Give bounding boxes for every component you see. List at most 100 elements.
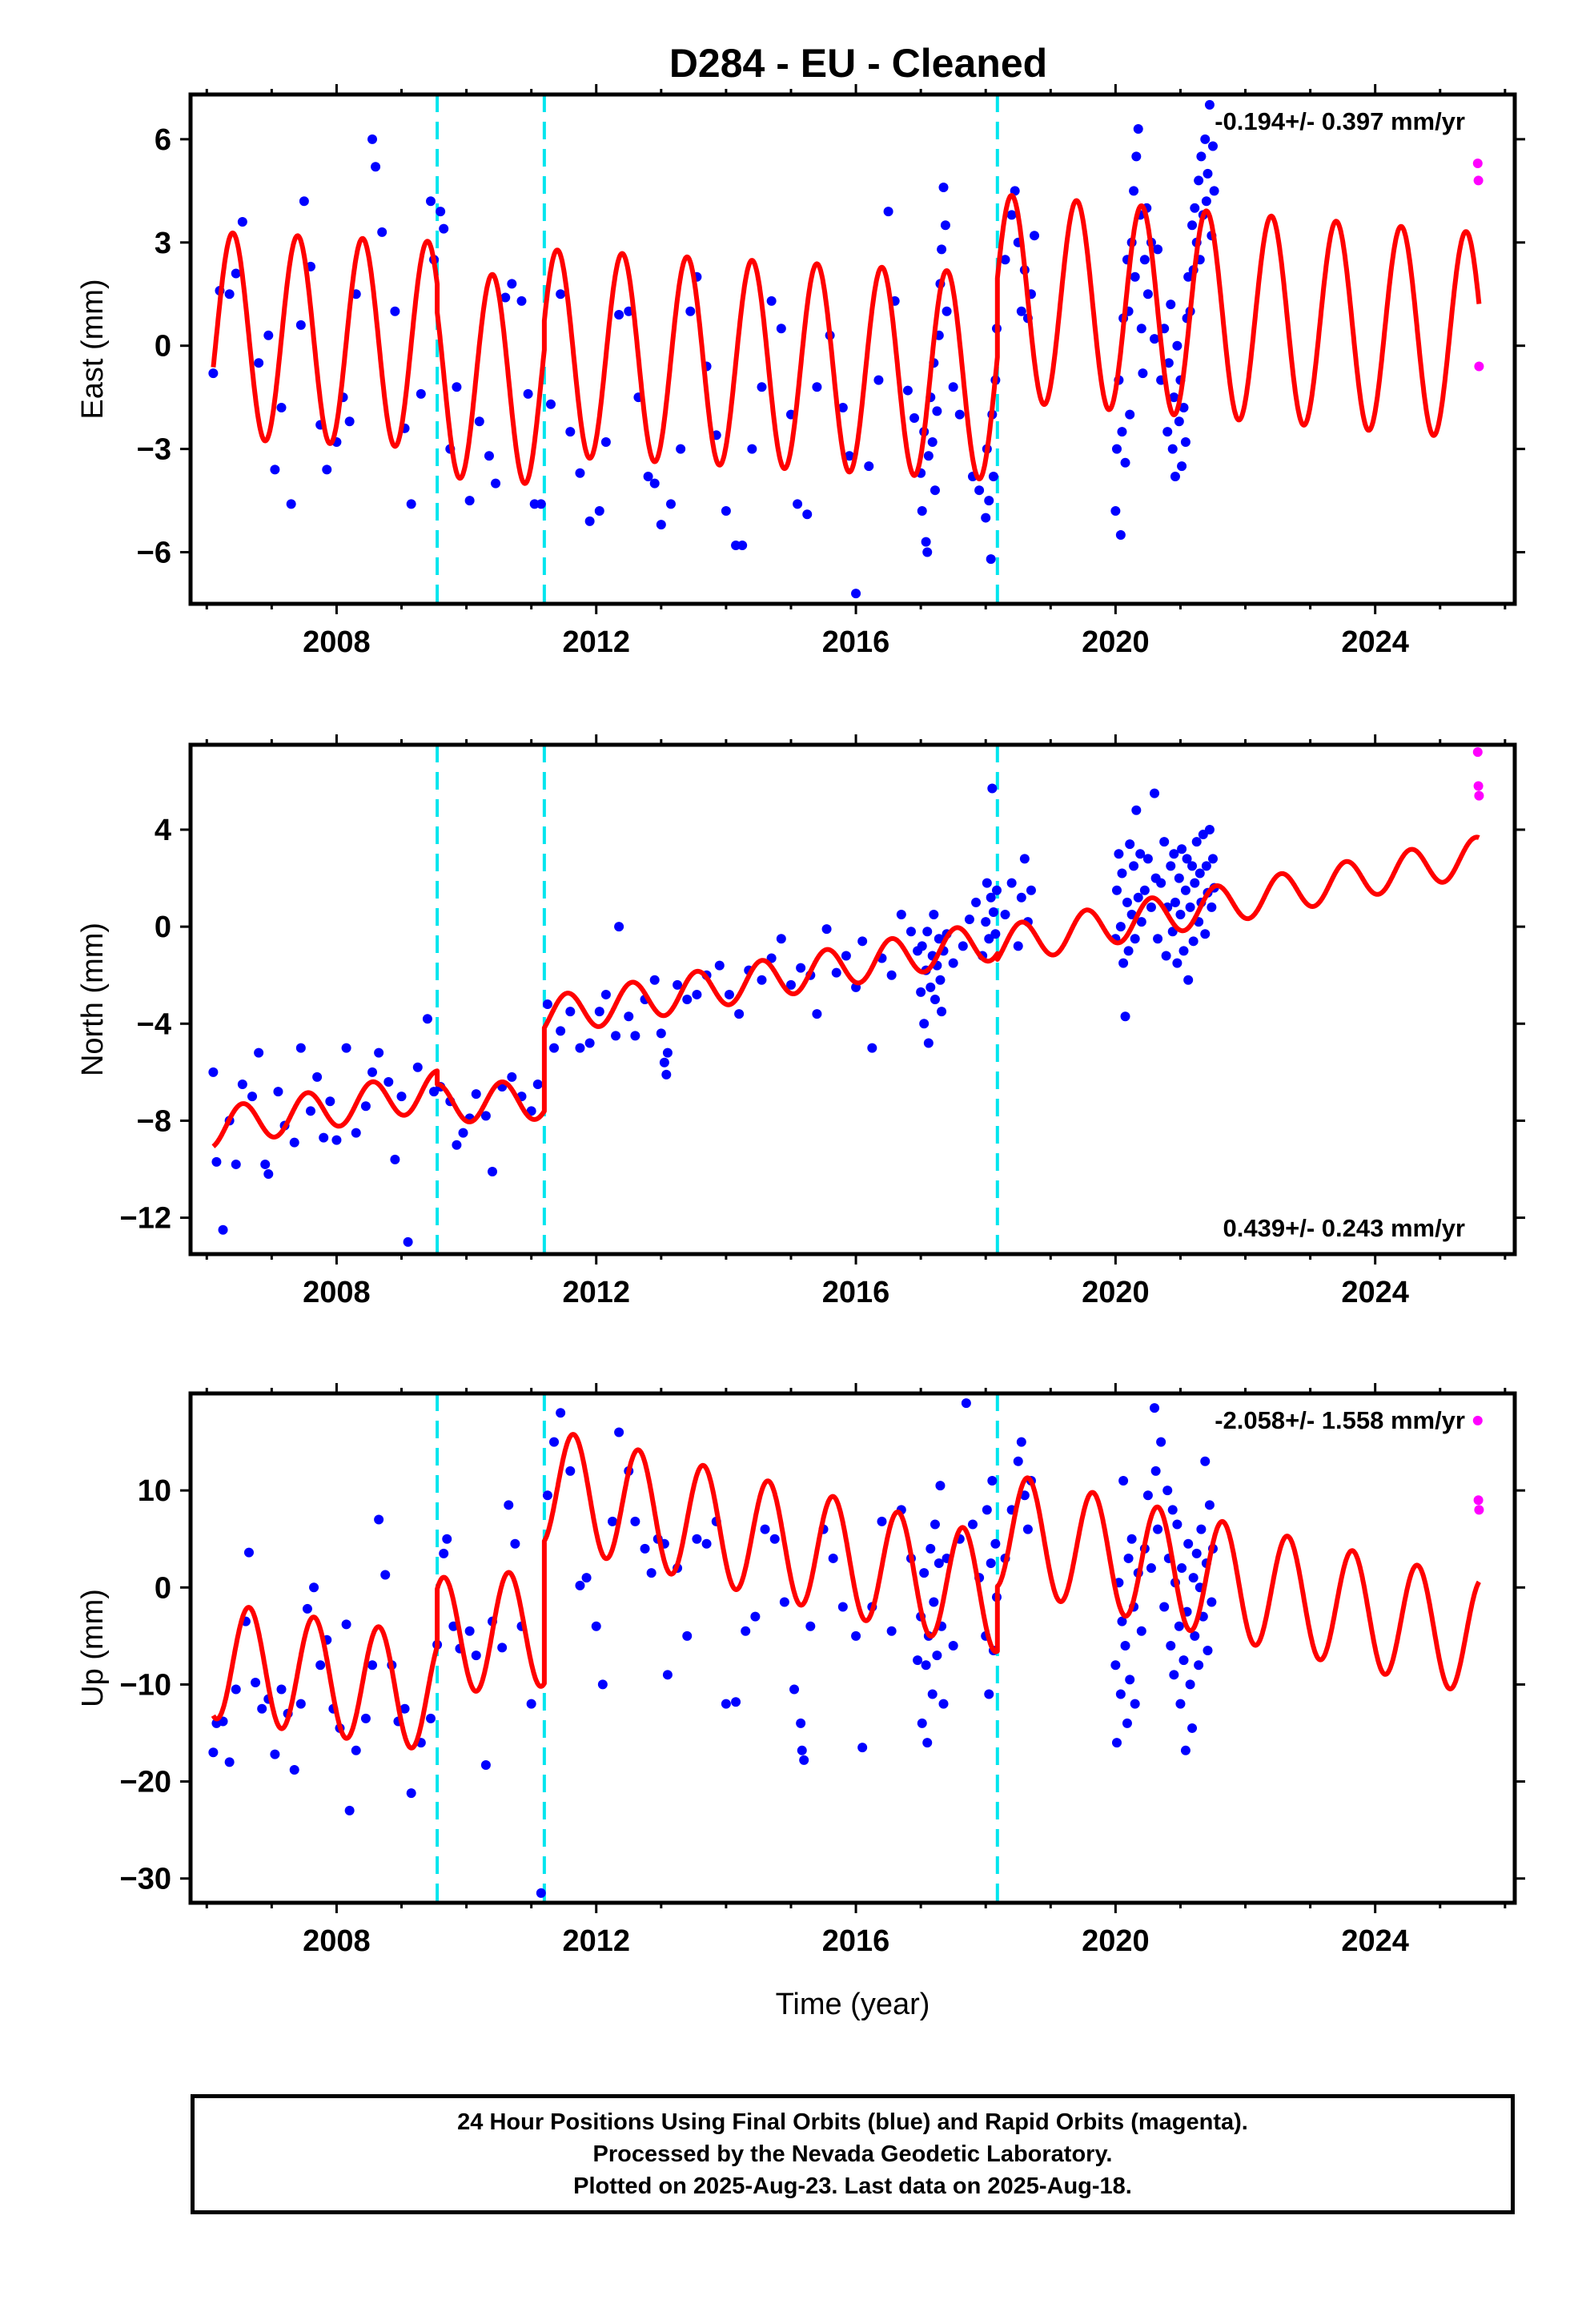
final-point [1204,99,1215,110]
final-point [344,416,355,427]
final-point [896,910,906,919]
final-point [1170,897,1180,907]
final-point [942,306,952,316]
final-point [1122,1718,1132,1728]
final-point [921,1660,931,1671]
final-point [614,310,624,320]
final-point [1000,255,1010,265]
final-point [1204,1500,1215,1510]
final-point [917,505,927,516]
final-point [930,485,940,496]
plot-frame [188,742,1517,1256]
final-point [1123,946,1134,956]
final-point [938,183,949,193]
final-point [1138,368,1148,379]
final-point [974,485,985,496]
final-point [1178,946,1189,956]
final-point [1131,151,1142,162]
final-point [812,1009,822,1019]
final-point [1153,934,1163,944]
plot-area [208,94,1484,604]
final-point [208,1067,219,1077]
x-tick-label: 2012 [562,1924,630,1958]
final-point [396,1092,407,1102]
final-point [1136,324,1146,334]
final-point [1013,941,1023,951]
final-point [536,1888,546,1898]
final-point [1120,457,1130,468]
final-point [988,907,998,917]
final-point [954,409,965,420]
rapid-point [1472,747,1483,758]
final-point [608,1516,618,1526]
final-point [1188,936,1199,947]
final-point [1172,1519,1182,1530]
final-point [247,1092,258,1102]
rapid-point [1474,790,1484,801]
final-point [614,1427,624,1437]
final-point [986,892,996,903]
final-point [545,399,556,409]
rapid-point [1472,1415,1483,1425]
final-point [1159,1602,1170,1612]
final-point [987,1476,998,1486]
final-point [542,999,552,1010]
final-point [439,223,449,234]
final-point [930,995,940,1004]
final-point [341,1619,351,1630]
final-point [331,1135,342,1145]
final-point [967,1519,978,1530]
final-point [1133,123,1143,134]
final-point [488,1167,498,1177]
final-point [452,382,462,392]
final-point [497,1642,508,1653]
final-point [649,478,660,489]
final-point [1183,271,1194,282]
final-point [1183,1538,1194,1549]
final-point [831,967,841,978]
final-point [507,1072,517,1082]
final-point [289,1765,299,1775]
final-point [565,1466,576,1476]
final-point [624,1011,634,1022]
final-point [436,207,446,217]
final-point [984,1689,994,1699]
final-point [685,306,696,316]
final-point [1156,1437,1166,1447]
final-point [747,444,757,454]
final-point [922,547,933,557]
final-point [1196,151,1207,162]
final-point [1174,873,1184,883]
final-point [224,289,235,300]
final-point [1136,917,1146,927]
final-point [1131,805,1142,815]
final-point [400,1703,410,1714]
final-point [390,1154,400,1164]
final-point [734,1009,745,1019]
final-point [1207,141,1218,151]
final-point [630,1516,640,1526]
y-axis-title: East (mm) [76,279,110,419]
x-tick-label: 2008 [303,1276,371,1309]
final-point [917,1718,927,1728]
final-point [714,960,725,971]
final-point [958,941,968,951]
final-point [403,1236,413,1247]
final-point [981,513,991,523]
final-point [982,878,992,888]
final-point [902,385,913,396]
final-point [971,897,982,907]
final-point [1135,849,1146,859]
final-point [990,1538,1001,1549]
final-point [841,951,851,961]
x-tick-label: 2016 [822,625,890,659]
final-point [796,1718,806,1728]
final-point [532,1080,543,1089]
final-point [737,540,748,550]
final-point [741,1626,751,1636]
x-tick-label: 2016 [822,1276,890,1309]
final-point [1133,892,1143,903]
final-point [208,1747,219,1758]
final-point [1166,1640,1176,1651]
final-point [322,464,332,475]
